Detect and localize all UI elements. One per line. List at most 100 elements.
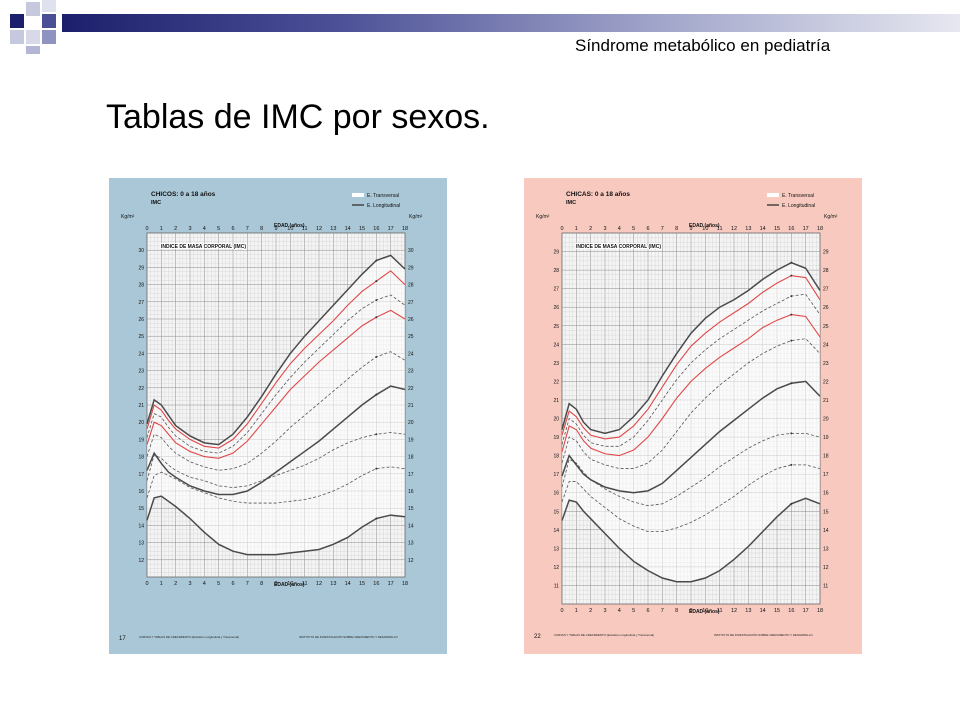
boys-legend-transversal: E. Transversal (367, 193, 399, 199)
boys-x-tick-top: 5 (217, 226, 220, 232)
boys-x-tick-top: 12 (316, 226, 322, 232)
girls-x-tick-bottom: 15 (774, 608, 780, 614)
boys-y-tick-right: 26 (408, 317, 414, 323)
boys-y-tick-left: 20 (138, 420, 144, 426)
girls-y-tick-left: 21 (553, 398, 559, 404)
girls-y-tick-right: 20 (823, 417, 829, 423)
girls-y-tick-right: 27 (823, 287, 829, 293)
girls-y-tick-left: 18 (553, 454, 559, 460)
girls-y-tick-right: 25 (823, 324, 829, 330)
boys-y-tick-left: 17 (138, 472, 144, 478)
boys-page-number: 17 (119, 636, 126, 642)
girls-y-tick-right: 29 (823, 250, 829, 256)
girls-x-tick-bottom: 2 (589, 608, 592, 614)
girls-x-tick-bottom: 12 (731, 608, 737, 614)
girls-y-tick-left: 29 (553, 250, 559, 256)
girls-series-line-3 (561, 432, 821, 507)
boys-series-line-6 (146, 309, 406, 459)
girls-y-tick-left: 15 (553, 509, 559, 515)
girls-unit-label-left: Kg/m² (536, 214, 550, 220)
girls-series-marker-1 (790, 502, 793, 505)
girls-series-marker-6 (790, 313, 793, 316)
girls-y-tick-left: 13 (553, 546, 559, 552)
boys-x-tick-bottom: 12 (316, 581, 322, 587)
boys-x-tick-top: 6 (231, 226, 234, 232)
girls-x-tick-top: 18 (817, 226, 823, 232)
boys-y-tick-right: 16 (408, 489, 414, 495)
boys-series-marker-5 (375, 355, 378, 358)
boys-y-tick-right: 20 (408, 420, 414, 426)
boys-x-tick-top: 3 (188, 226, 191, 232)
boys-x-tick-bottom: 18 (402, 581, 408, 587)
boys-x-tick-top: 10 (287, 226, 293, 232)
boys-y-tick-left: 14 (138, 523, 144, 529)
boys-y-tick-right: 25 (408, 334, 414, 340)
boys-x-tick-bottom: 13 (330, 581, 336, 587)
girls-y-tick-left: 24 (553, 342, 559, 348)
girls-series-line-5 (561, 338, 821, 469)
boys-x-tick-bottom: 4 (203, 581, 206, 587)
girls-series-line-9 (561, 261, 821, 435)
girls-series-marker-9 (790, 261, 793, 264)
girls-series-line-1 (561, 497, 821, 583)
girls-y-tick-left: 22 (553, 379, 559, 385)
boys-x-tick-bottom: 0 (145, 581, 148, 587)
boys-x-tick-bottom: 3 (188, 581, 191, 587)
boys-footer-left: CURVAS Y TABLAS DE CRECIMIENTO (Estudios… (139, 635, 239, 639)
girls-y-tick-left: 14 (553, 528, 559, 534)
girls-x-tick-bottom: 6 (646, 608, 649, 614)
girls-y-tick-left: 16 (553, 491, 559, 497)
girls-y-tick-right: 21 (823, 398, 829, 404)
girls-y-tick-left: 23 (553, 361, 559, 367)
girls-x-tick-bottom: 3 (603, 608, 606, 614)
girls-x-tick-top: 0 (560, 226, 563, 232)
boys-y-tick-right: 14 (408, 523, 414, 529)
boys-inner-label: INDICE DE MASA CORPORAL (IMC) (161, 244, 246, 250)
girls-series-line-8 (561, 275, 821, 440)
boys-y-tick-right: 22 (408, 386, 414, 392)
boys-x-tick-top: 1 (160, 226, 163, 232)
boys-series-line-5 (146, 351, 406, 471)
boys-x-tick-top: 8 (260, 226, 263, 232)
boys-y-tick-left: 13 (138, 541, 144, 547)
girls-series-line-6 (561, 314, 821, 457)
girls-y-tick-right: 24 (823, 342, 829, 348)
boys-y-tick-right: 30 (408, 248, 414, 254)
girls-y-tick-left: 26 (553, 305, 559, 311)
boys-series-line-7 (146, 294, 406, 454)
girls-x-tick-top: 13 (745, 226, 751, 232)
girls-x-tick-bottom: 14 (760, 608, 766, 614)
corner-square-mid-1 (42, 14, 56, 28)
boys-series-marker-6 (375, 316, 378, 319)
boys-y-tick-left: 29 (138, 265, 144, 271)
boys-x-tick-bottom: 17 (388, 581, 394, 587)
girls-y-tick-right: 16 (823, 491, 829, 497)
boys-y-tick-left: 27 (138, 300, 144, 306)
boys-x-tick-bottom: 15 (359, 581, 365, 587)
boys-footer-right: INSTITUTO DE INVESTIGACIÓN SOBRE CRECIMI… (299, 634, 398, 639)
boys-x-tick-bottom: 5 (217, 581, 220, 587)
girls-y-tick-right: 26 (823, 305, 829, 311)
girls-x-tick-bottom: 18 (817, 608, 823, 614)
boys-series-marker-7 (375, 299, 378, 302)
boys-chart-subtitle: IMC (151, 200, 161, 206)
girls-y-tick-left: 12 (553, 565, 559, 571)
girls-series-marker-7 (790, 295, 793, 298)
boys-x-tick-top: 18 (402, 226, 408, 232)
girls-x-tick-top: 1 (575, 226, 578, 232)
boys-x-tick-top: 16 (373, 226, 379, 232)
corner-square-light-3 (10, 30, 24, 44)
boys-x-tick-top: 9 (274, 226, 277, 232)
girls-bmi-chart: CHICAS: 0 a 18 años IMC E. Transversal E… (524, 178, 862, 654)
header-gradient-bar (62, 14, 960, 32)
boys-y-tick-left: 18 (138, 455, 144, 461)
boys-chart-title: CHICOS: 0 a 18 años (151, 191, 216, 198)
boys-series-marker-1 (375, 517, 378, 520)
girls-y-tick-right: 22 (823, 379, 829, 385)
girls-series-marker-3 (790, 432, 793, 435)
girls-y-tick-right: 11 (823, 583, 828, 589)
boys-series-line-8 (146, 270, 406, 449)
girls-series-line-7 (561, 293, 821, 447)
boys-y-tick-right: 12 (408, 558, 414, 564)
girls-series-line-4 (561, 380, 821, 494)
